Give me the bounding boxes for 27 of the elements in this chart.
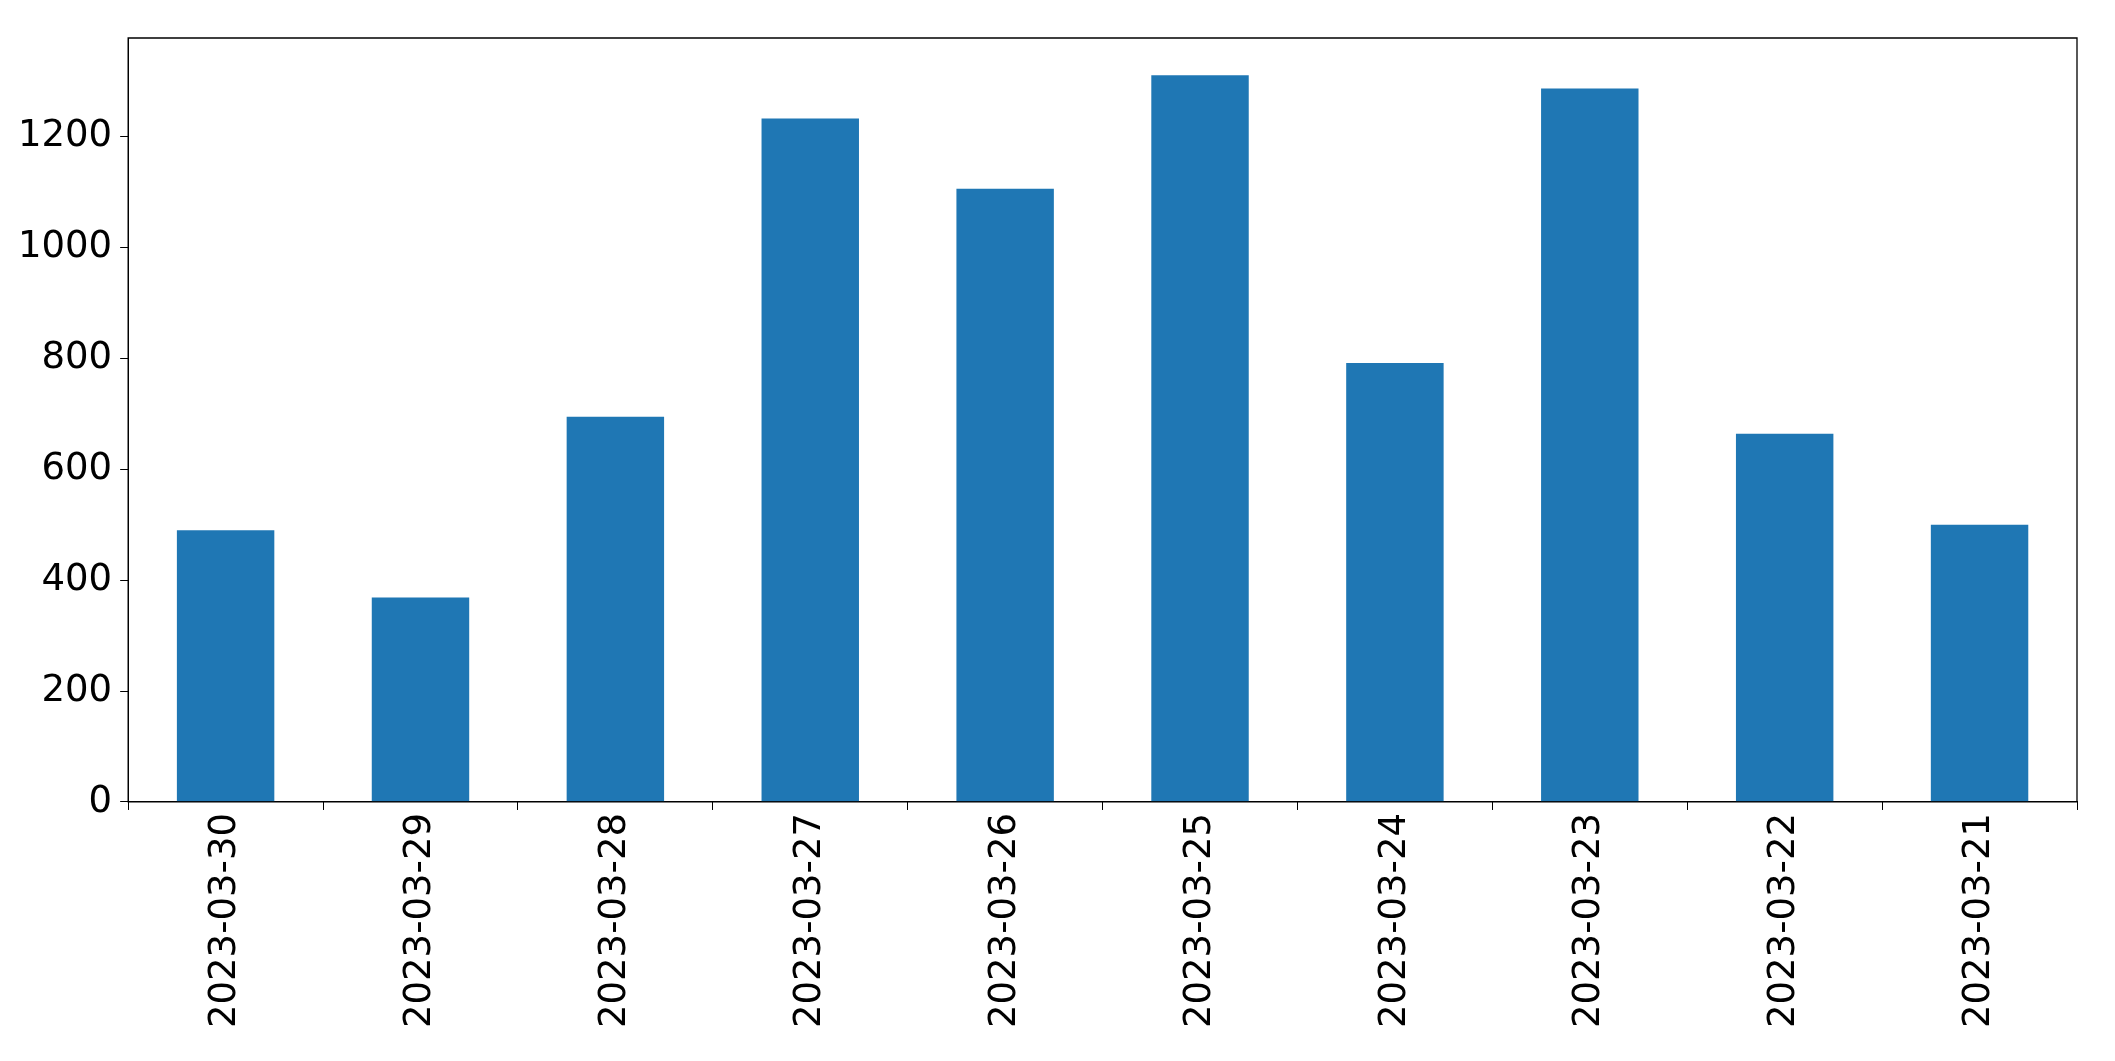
x-tick-label: 2023-03-28 — [590, 812, 634, 1028]
x-tick-label: 2023-03-29 — [396, 812, 440, 1028]
y-tick-label: 1200 — [17, 112, 113, 156]
bar — [566, 416, 665, 802]
bar — [176, 530, 275, 802]
bar — [1151, 75, 1249, 802]
bar — [371, 597, 470, 802]
bar — [761, 118, 859, 802]
y-tick-label: 800 — [41, 334, 113, 378]
bar — [956, 188, 1054, 802]
bar — [1541, 88, 1639, 802]
x-tick-label: 2023-03-23 — [1565, 812, 1609, 1028]
x-tick-label: 2023-03-27 — [785, 812, 829, 1028]
x-tick-label: 2023-03-24 — [1370, 812, 1414, 1028]
y-tick-label: 600 — [41, 444, 113, 488]
x-tick-label: 2023-03-26 — [980, 812, 1024, 1028]
bar — [1735, 433, 1834, 802]
y-tick-label: 1000 — [17, 223, 113, 267]
x-tick-label: 2023-03-30 — [201, 812, 245, 1028]
y-tick-label: 400 — [41, 555, 113, 599]
y-tick-label: 0 — [88, 777, 113, 821]
bar — [1930, 524, 2029, 802]
x-tick-label: 2023-03-21 — [1955, 812, 1999, 1028]
y-tick-label: 200 — [41, 666, 113, 710]
x-tick-label: 2023-03-22 — [1760, 812, 1804, 1028]
x-tick-label: 2023-03-25 — [1175, 812, 1219, 1028]
bar — [1346, 362, 1444, 802]
